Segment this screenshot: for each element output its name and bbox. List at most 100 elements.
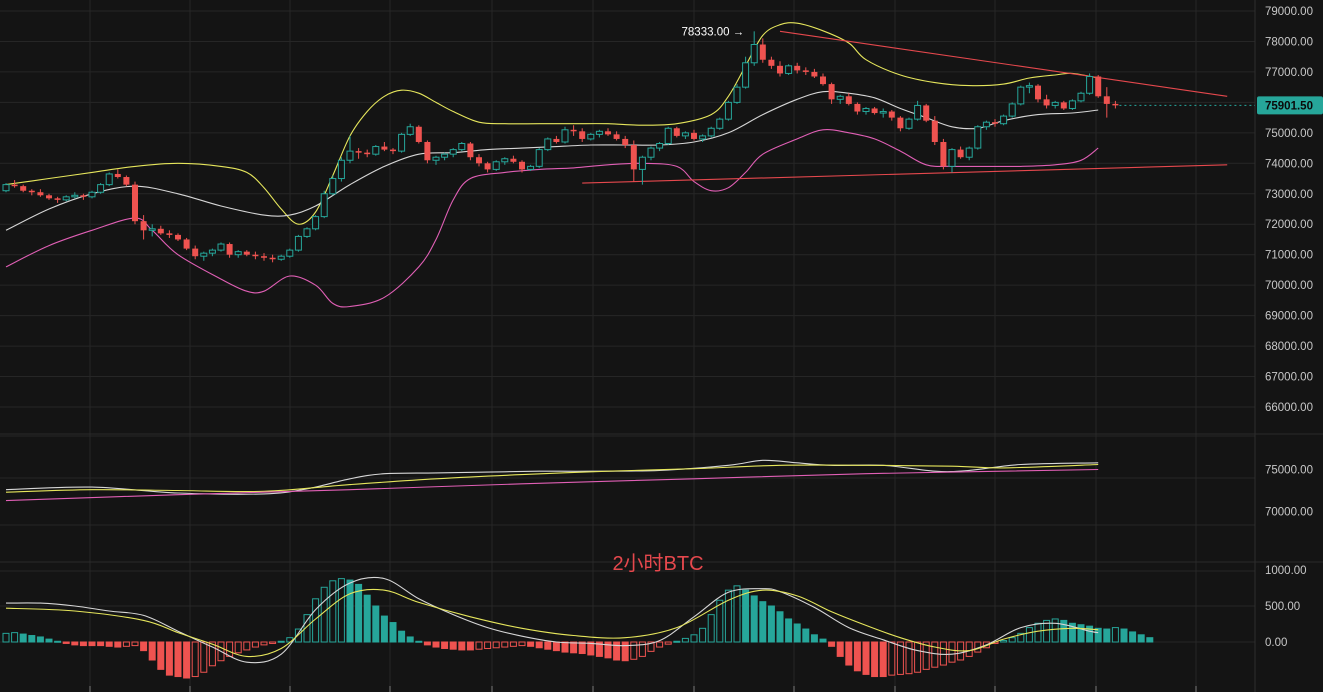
macd-histogram-bar — [260, 641, 268, 646]
candle-body — [785, 65, 793, 74]
candle — [88, 190, 96, 199]
moving-average-panel[interactable] — [5, 459, 1099, 502]
candle-body — [337, 159, 345, 180]
candle-body — [286, 249, 294, 257]
candle-body — [794, 65, 801, 71]
candle — [449, 148, 457, 158]
candle-body — [897, 117, 904, 129]
price-tick-label: 71000.00 — [1265, 250, 1313, 262]
macd-histogram-bar — [19, 633, 27, 643]
macd-histogram-bar — [71, 641, 79, 646]
macd-histogram-bar — [363, 594, 371, 643]
candle-body — [88, 191, 96, 198]
macd-histogram-bar — [2, 632, 10, 643]
candle-body — [742, 62, 750, 88]
candle — [561, 126, 569, 144]
candle — [140, 215, 147, 240]
macd-axis-label: 500.00 — [1265, 601, 1300, 613]
macd-histogram-bar — [1120, 628, 1128, 643]
candle — [458, 141, 466, 152]
candle — [948, 148, 956, 173]
candle — [1051, 100, 1059, 109]
macd-histogram-bar — [380, 615, 388, 643]
macd-histogram-bar — [208, 641, 216, 667]
macd-histogram-bar — [62, 641, 70, 644]
candle — [1086, 73, 1094, 95]
candle-body — [415, 126, 422, 142]
candle — [114, 169, 121, 179]
candle-body — [476, 157, 482, 164]
macd-histogram-bar — [690, 634, 698, 643]
candle — [605, 128, 611, 136]
candle-body — [467, 143, 474, 158]
candle — [432, 155, 440, 165]
candle — [234, 250, 242, 258]
macd-histogram-bar — [750, 595, 758, 643]
candle — [208, 248, 216, 257]
candle — [398, 132, 406, 153]
candle-body — [656, 143, 664, 149]
candle-body — [492, 161, 500, 170]
candle-body — [157, 228, 164, 234]
candle-body — [587, 133, 595, 140]
price-tick-label: 72000.00 — [1265, 219, 1313, 231]
price-tick-label: 77000.00 — [1265, 67, 1313, 79]
candle — [337, 157, 345, 182]
peak-price-label: 78333.00 → — [682, 26, 745, 38]
candle-body — [699, 135, 707, 140]
price-axis[interactable]: 79000.0078000.0077000.0076000.0075000.00… — [89, 6, 1323, 692]
candle-body — [965, 147, 973, 158]
candle-body — [535, 149, 543, 167]
candle — [742, 56, 750, 89]
macd-histogram-bar — [1017, 632, 1025, 643]
candle-body — [114, 173, 121, 178]
price-tick-label: 78000.00 — [1265, 36, 1313, 48]
macd-histogram-bar — [165, 641, 173, 676]
candle — [811, 68, 818, 79]
macd-histogram-bar — [1051, 618, 1059, 643]
candle-body — [1095, 76, 1102, 97]
candle — [476, 154, 482, 167]
candle — [733, 84, 741, 104]
candle — [879, 108, 887, 118]
macd-histogram-bar — [423, 641, 431, 646]
candle — [750, 31, 758, 66]
candle-body — [398, 133, 406, 152]
moving-average-line — [5, 463, 1099, 493]
ma-axis-label: 70000.00 — [1265, 506, 1313, 518]
candle — [777, 61, 783, 77]
candle-body — [1103, 96, 1110, 104]
candle-body — [948, 149, 956, 167]
macd-histogram-bar — [28, 635, 36, 643]
candlestick-panel[interactable]: 78333.00 → — [2, 22, 1228, 308]
macd-panel[interactable] — [2, 576, 1154, 679]
candle-body — [234, 251, 242, 256]
candle — [123, 175, 130, 187]
price-tick-label: 79000.00 — [1265, 6, 1313, 18]
candle-body — [544, 138, 552, 151]
candle-body — [931, 120, 938, 142]
candle-body — [1035, 85, 1041, 100]
macd-histogram-bar — [845, 641, 853, 666]
candle — [544, 137, 552, 152]
candle-body — [1060, 102, 1067, 109]
macd-axis-label: 1000.00 — [1265, 565, 1307, 577]
candle — [1017, 85, 1025, 106]
candle — [519, 160, 525, 173]
candle — [105, 172, 113, 187]
candle-body — [54, 198, 61, 200]
macd-histogram-bar — [1094, 627, 1102, 643]
candle-body — [595, 130, 603, 135]
candle — [820, 73, 826, 86]
candle — [595, 129, 603, 138]
candle-body — [570, 129, 577, 132]
candle — [724, 100, 732, 121]
macd-histogram-bar — [544, 641, 552, 650]
candle — [510, 155, 517, 164]
macd-histogram-bar — [802, 628, 810, 643]
candle — [252, 251, 259, 260]
candle-body — [992, 122, 998, 124]
candle-body — [957, 149, 964, 158]
macd-histogram-bar — [561, 641, 569, 653]
